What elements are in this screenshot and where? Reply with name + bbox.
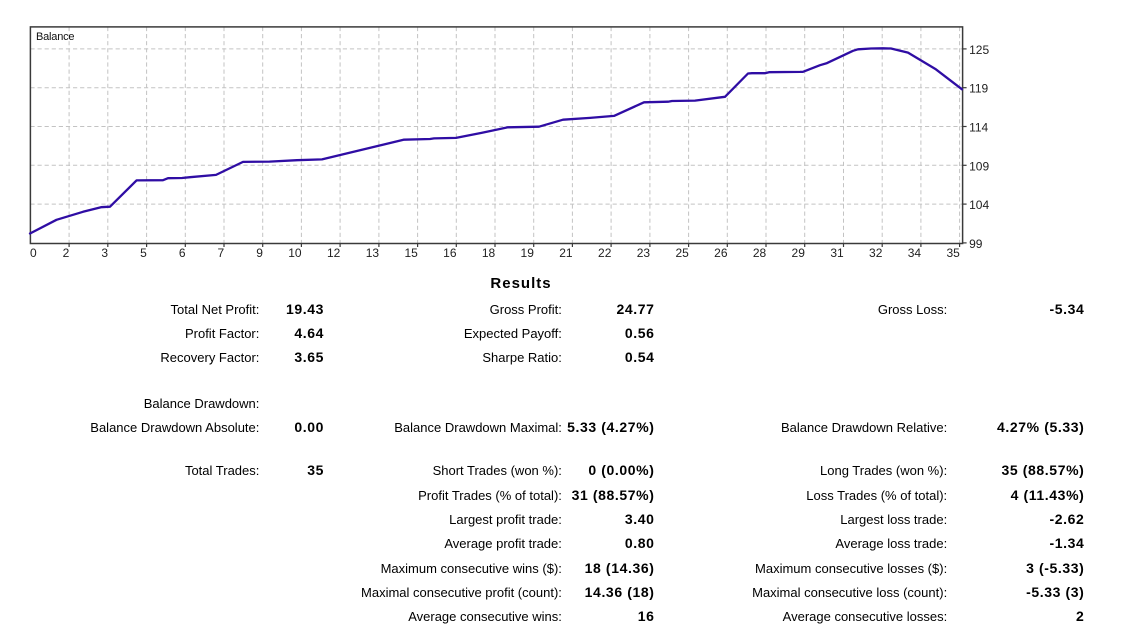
svg-text:5: 5	[140, 246, 147, 260]
svg-text:35: 35	[946, 246, 960, 260]
svg-text:22: 22	[598, 246, 612, 260]
svg-text:2: 2	[63, 246, 70, 260]
svg-text:12: 12	[327, 246, 341, 260]
svg-text:26: 26	[714, 246, 728, 260]
svg-text:3: 3	[101, 246, 108, 260]
svg-text:114: 114	[969, 121, 988, 135]
svg-text:23: 23	[637, 246, 651, 260]
svg-text:10: 10	[288, 246, 302, 260]
svg-text:16: 16	[443, 246, 457, 260]
svg-text:0: 0	[30, 246, 37, 260]
svg-text:6: 6	[179, 246, 186, 260]
svg-text:21: 21	[559, 246, 573, 260]
svg-text:9: 9	[256, 246, 263, 260]
svg-text:13: 13	[366, 246, 380, 260]
svg-text:25: 25	[675, 246, 689, 260]
svg-text:28: 28	[753, 246, 767, 260]
svg-text:31: 31	[830, 246, 844, 260]
svg-text:34: 34	[908, 246, 922, 260]
svg-text:Balance: Balance	[36, 31, 74, 43]
svg-text:15: 15	[404, 246, 418, 260]
svg-text:32: 32	[869, 246, 883, 260]
svg-text:125: 125	[969, 43, 989, 57]
svg-text:99: 99	[969, 237, 983, 251]
svg-text:109: 109	[969, 159, 989, 173]
svg-text:29: 29	[792, 246, 806, 260]
svg-text:19: 19	[521, 246, 535, 260]
svg-text:119: 119	[969, 82, 988, 96]
svg-text:18: 18	[482, 246, 496, 260]
svg-text:7: 7	[218, 246, 225, 260]
svg-text:104: 104	[969, 198, 989, 212]
